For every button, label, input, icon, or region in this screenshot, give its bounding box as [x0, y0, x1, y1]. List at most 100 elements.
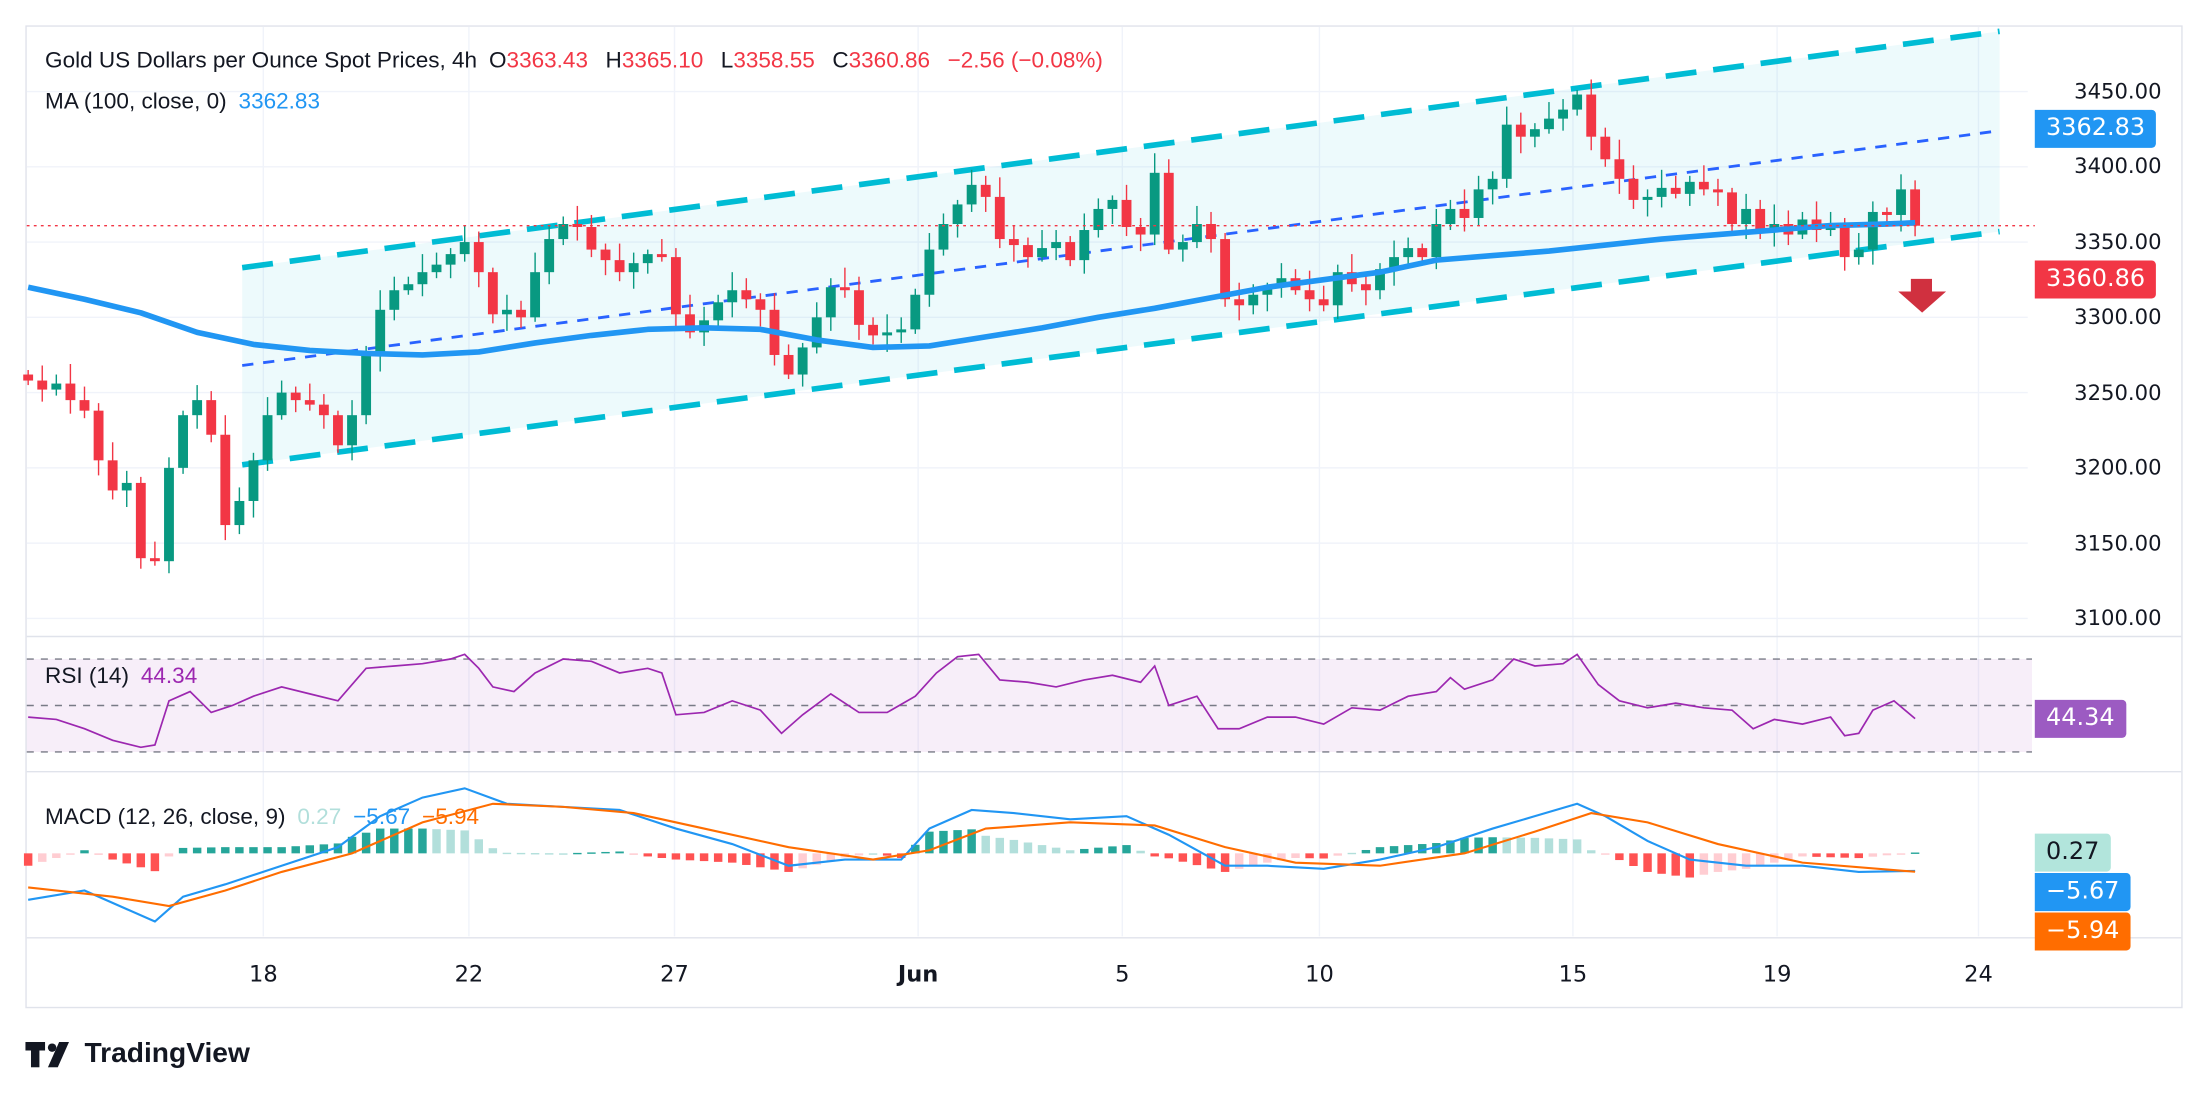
macd-histogram-bar [66, 853, 75, 855]
macd-histogram-bar [1249, 853, 1258, 866]
macd-histogram-bar [699, 853, 709, 862]
time-tick-label: 18 [248, 960, 278, 988]
candle-body [1755, 208, 1766, 231]
price-tick-label: 3250.00 [2074, 379, 2162, 406]
candle-body [1079, 230, 1090, 261]
macd-histogram-bar [1516, 837, 1526, 854]
high-field: H3365.10 [606, 49, 709, 73]
macd-histogram-bar [277, 847, 286, 854]
candle-body [1713, 189, 1723, 193]
macd-histogram-bar [1094, 847, 1103, 854]
macd-histogram-bar [418, 828, 427, 854]
candle-body [403, 284, 414, 291]
candle-body [1121, 199, 1132, 228]
candle-body [23, 374, 34, 381]
macd-histogram-bar [1812, 853, 1821, 857]
rsi-legend[interactable]: RSI (14) 44.34 [45, 665, 203, 690]
macd-histogram-bar [1544, 838, 1554, 854]
candle-body [431, 264, 442, 273]
candle-body [797, 347, 808, 375]
macd-histogram-bar [1446, 840, 1455, 854]
macd-legend[interactable]: MACD (12, 26, close, 9) 0.27 −5.67 −5.94 [45, 805, 485, 830]
time-tick-label: 27 [660, 960, 689, 988]
candle-body [1206, 223, 1216, 240]
open-value: 3363.43 [506, 49, 588, 74]
ma100-line [27, 219, 1916, 358]
macd-signal-tag: −5.94 [2034, 912, 2131, 951]
candle-body [1642, 196, 1653, 200]
candle-body [304, 400, 315, 405]
price-tick-label: 3400.00 [2074, 154, 2162, 180]
candle-body [825, 287, 836, 318]
candle-body [1248, 294, 1259, 306]
candle-body [1431, 223, 1442, 258]
candle-body [51, 383, 62, 390]
candle-body [487, 272, 498, 315]
candle-body [1614, 159, 1625, 179]
macd-histogram-bar [1629, 853, 1638, 866]
macd-histogram-bar [1319, 853, 1328, 859]
candle-body [1572, 94, 1583, 110]
candle-body [994, 196, 1005, 240]
candle-body [206, 400, 217, 435]
macd-histogram-bar [178, 847, 188, 854]
candle-body [938, 223, 949, 250]
macd-histogram-bar [1826, 853, 1835, 858]
macd-histogram-bar [249, 847, 258, 854]
macd-histogram-bar [1572, 839, 1582, 854]
candle-body [1487, 178, 1498, 190]
close-label: C [832, 49, 849, 74]
candle-body [1867, 211, 1878, 250]
macd-histogram-bar [1755, 853, 1765, 866]
macd-histogram-bar [291, 846, 300, 854]
candle-body [1065, 242, 1076, 261]
macd-histogram-bar [685, 853, 695, 861]
candle-body [1135, 227, 1146, 235]
candle-body [1192, 223, 1202, 243]
candle-body [544, 239, 555, 273]
macd-histogram-bar [263, 847, 272, 854]
macd-histogram-bar [1685, 853, 1695, 878]
candle-body [755, 299, 766, 310]
candle-body [1177, 242, 1188, 250]
macd-histogram-bar [559, 853, 568, 855]
macd-histogram-bar [1854, 853, 1863, 859]
tradingview-logo-text: TradingView [84, 1037, 250, 1069]
candle-body [1670, 187, 1681, 194]
candle-body [1698, 181, 1709, 190]
candle-body [713, 302, 724, 321]
candle-body [1586, 94, 1597, 137]
symbol-title[interactable]: Gold US Dollars per Ounce Spot Prices, 4… [45, 49, 478, 74]
macd-histogram-bar [52, 853, 61, 858]
macd-histogram-bar [770, 853, 779, 870]
candle-body [685, 314, 695, 333]
ma-legend[interactable]: MA (100, close, 0) 3362.83 [45, 90, 326, 115]
macd-histogram-bar [361, 832, 371, 854]
tradingview-logo[interactable]: TradingView [25, 1038, 250, 1070]
macd-histogram-bar [1868, 853, 1878, 857]
candle-body [290, 392, 301, 401]
candle-body [1023, 245, 1033, 258]
candle-body [1896, 189, 1906, 215]
macd-histogram-bar [1727, 853, 1737, 871]
ma-price-tag: 3362.83 [2034, 109, 2157, 148]
macd-histogram-bar [1178, 853, 1188, 862]
macd-histogram-bar [235, 847, 244, 854]
macd-histogram-bar [1065, 850, 1075, 854]
candle-body [1656, 187, 1667, 197]
macd-histogram-bar [1910, 852, 1920, 854]
macd-histogram-bar [1164, 853, 1173, 859]
macd-histogram-bar [1586, 850, 1596, 854]
time-tick-label: 5 [1115, 960, 1130, 988]
macd-histogram-bar [192, 847, 202, 854]
candle-body [248, 460, 259, 501]
candle-body [854, 290, 864, 325]
channel-fill [242, 31, 2000, 465]
candle-body [361, 354, 372, 416]
macd-histogram-bar [1305, 853, 1314, 859]
candle-body [318, 404, 329, 416]
macd-histogram-bar [136, 853, 146, 868]
macd-histogram-bar [1840, 853, 1849, 858]
ma-legend-value: 3362.83 [238, 90, 321, 115]
